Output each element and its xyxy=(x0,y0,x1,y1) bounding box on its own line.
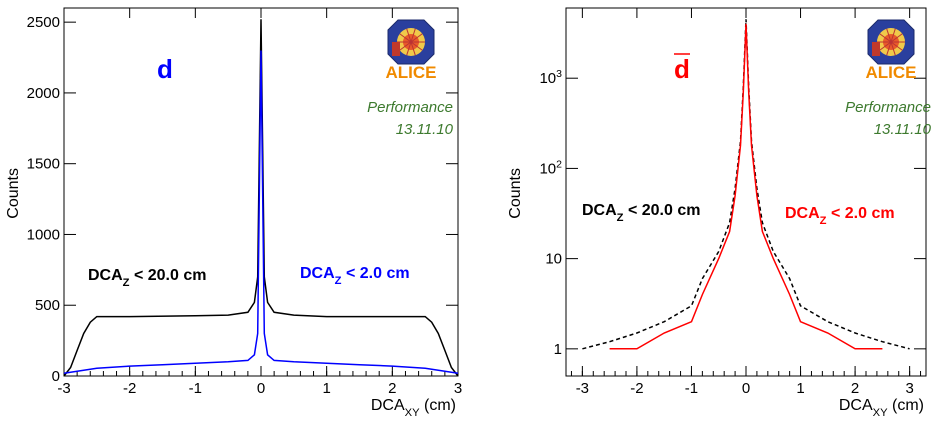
alice-logo-ray xyxy=(890,41,903,51)
series-label-1: DCAZ < 20.0 cm xyxy=(88,267,206,289)
y-axis-title: Counts xyxy=(507,168,524,219)
particle-label: d xyxy=(674,54,690,84)
alice-logo-ray xyxy=(890,28,896,43)
y-tick-label: 500 xyxy=(35,297,60,314)
x-axis-title: DCAXY (cm) xyxy=(371,397,456,419)
alice-logo-ray xyxy=(886,41,892,56)
chart-panel-2: -3 -2 -1 0 1 2 3 1 10 102 103 DCAXY (cm) Counts DCAZ … xyxy=(507,7,932,419)
alice-logo-magnet xyxy=(872,42,880,56)
alice-logo-ray xyxy=(886,28,892,43)
alice-logo-text: ALICE xyxy=(866,63,917,82)
series-label-1: DCAZ < 20.0 cm xyxy=(582,202,700,224)
alice-logo-ray xyxy=(890,41,896,56)
series-line-2 xyxy=(63,50,459,374)
date-label: 13.11.10 xyxy=(396,121,454,138)
alice-logo-ray xyxy=(410,33,423,43)
performance-label: Performance xyxy=(367,99,453,116)
x-tick-label: -1 xyxy=(189,380,202,397)
alice-logo-icon: ALICE xyxy=(386,19,437,82)
alice-logo-ray xyxy=(406,28,412,43)
x-tick-label: -3 xyxy=(57,380,70,397)
x-tick-label: 1 xyxy=(322,380,330,397)
y-tick-label: 2500 xyxy=(27,14,60,31)
x-tick-label: -3 xyxy=(576,380,589,397)
y-tick-label: 10 xyxy=(545,251,562,268)
x-tick-label: 2 xyxy=(851,380,859,397)
y-tick-label: 102 xyxy=(539,158,562,177)
x-tick-label: -2 xyxy=(123,380,136,397)
alice-logo-ray xyxy=(410,41,416,56)
y-tick-label: 103 xyxy=(539,68,562,87)
x-tick-label: -1 xyxy=(685,380,698,397)
x-tick-label: 2 xyxy=(388,380,396,397)
alice-logo-ray xyxy=(410,41,423,51)
x-tick-label: 0 xyxy=(742,380,750,397)
x-tick-label: -2 xyxy=(630,380,643,397)
alice-logo-text: ALICE xyxy=(386,63,437,82)
particle-label: d xyxy=(157,54,173,84)
alice-logo-ray xyxy=(890,33,903,43)
alice-logo-ray xyxy=(879,33,892,43)
series-line-1 xyxy=(63,19,459,377)
chart-panel-1: -3 -2 -1 0 1 2 3 0 500 1000 1500 2000 2500 DCAXY (cm)… xyxy=(5,7,462,419)
alice-logo-ray xyxy=(406,41,412,56)
y-tick-label: 2000 xyxy=(27,85,60,102)
alice-logo-ray xyxy=(399,33,412,43)
x-tick-label: 3 xyxy=(905,380,913,397)
alice-logo-ray xyxy=(410,28,416,43)
performance-label: Performance xyxy=(845,99,931,116)
x-tick-label: 1 xyxy=(796,380,804,397)
alice-logo-ray xyxy=(879,41,892,51)
x-tick-label: 0 xyxy=(257,380,265,397)
alice-logo-ray xyxy=(399,41,412,51)
series-label-2: DCAZ < 2.0 cm xyxy=(300,265,410,287)
alice-logo-magnet xyxy=(392,42,400,56)
alice-logo-icon: ALICE xyxy=(866,19,917,82)
y-axis-title: Counts xyxy=(5,168,22,219)
series-label-2: DCAZ < 2.0 cm xyxy=(785,205,895,227)
date-label: 13.11.10 xyxy=(874,121,932,138)
y-tick-label: 0 xyxy=(52,368,60,385)
y-tick-label: 1000 xyxy=(27,226,60,243)
series-line-1 xyxy=(582,19,910,350)
series-line-2 xyxy=(609,23,883,350)
y-tick-label: 1 xyxy=(554,341,562,358)
y-tick-label: 1500 xyxy=(27,156,60,173)
x-tick-label: 3 xyxy=(454,380,462,397)
x-axis-title: DCAXY (cm) xyxy=(839,397,924,419)
